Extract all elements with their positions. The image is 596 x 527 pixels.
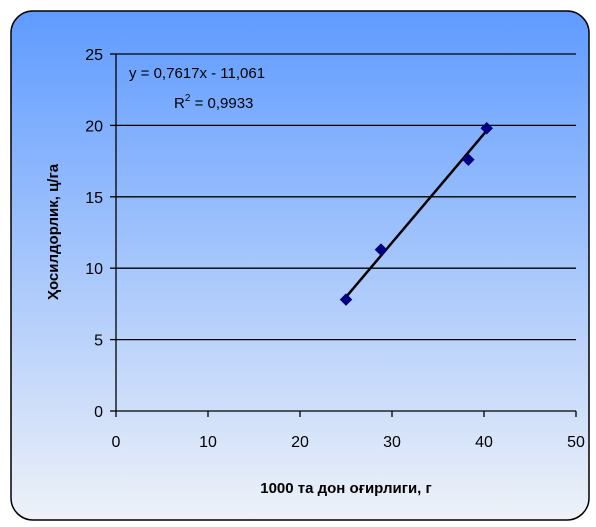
x-tick-label: 50: [567, 434, 585, 451]
x-tick-label: 30: [383, 434, 401, 451]
y-axis-title: Ҳосилдорлик, ц/га: [45, 163, 62, 300]
data-point-marker: [339, 293, 353, 306]
y-tick-label: 0: [94, 404, 103, 421]
equation-label: y = 0,7617x - 11,061: [129, 65, 265, 82]
r-squared-value: = 0,9933: [190, 95, 253, 112]
x-tick-label: 20: [291, 434, 309, 451]
data-point-marker: [374, 243, 388, 256]
y-tick-label: 10: [85, 261, 103, 278]
y-tick-label: 20: [85, 118, 103, 135]
tick-labels: 0 5 10 15 20 25 0 10 20 30 40 50: [85, 47, 585, 451]
axes: [110, 53, 577, 417]
x-tick-label: 0: [112, 434, 121, 451]
trendline: [345, 129, 488, 298]
y-tick-label: 5: [94, 333, 103, 350]
data-point-marker: [480, 121, 494, 135]
y-tick-label: 15: [85, 190, 103, 207]
r-squared-superscript: 2: [185, 93, 191, 104]
chart-background: [10, 10, 590, 521]
trendline-group: [345, 129, 488, 298]
gridlines: [116, 53, 576, 341]
r-squared-label: R2 = 0,9933: [174, 93, 253, 112]
r-squared-prefix: R: [174, 95, 185, 112]
x-tick-label: 10: [199, 434, 217, 451]
x-axis-title: 1000 та дон оғирлиги, г: [260, 480, 432, 497]
data-point-marker: [462, 153, 475, 167]
x-tick-label: 40: [475, 434, 493, 451]
data-points: [339, 121, 494, 306]
y-tick-label: 25: [85, 47, 103, 64]
